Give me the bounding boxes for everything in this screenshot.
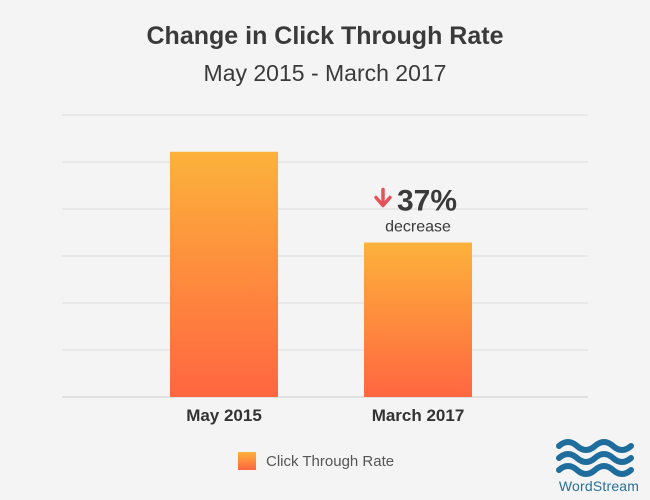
bar <box>170 151 278 397</box>
legend-label: Click Through Rate <box>266 452 395 470</box>
chart-title: Change in Click Through Rate <box>146 22 504 50</box>
bar <box>364 242 472 397</box>
annotation-text: decrease <box>385 219 451 236</box>
chart-subtitle: May 2015 - March 2017 <box>203 60 447 86</box>
annotation-value: 37% <box>397 185 457 218</box>
x-tick-label: March 2017 <box>372 406 465 425</box>
logo-text: WordStream <box>558 478 640 494</box>
wordstream-logo: WordStream <box>553 438 645 496</box>
x-tick-label: May 2015 <box>186 406 262 425</box>
legend-swatch <box>238 452 256 470</box>
arrow-down-icon <box>374 187 392 208</box>
legend: Click Through Rate <box>238 452 394 470</box>
waves-icon <box>556 439 634 477</box>
